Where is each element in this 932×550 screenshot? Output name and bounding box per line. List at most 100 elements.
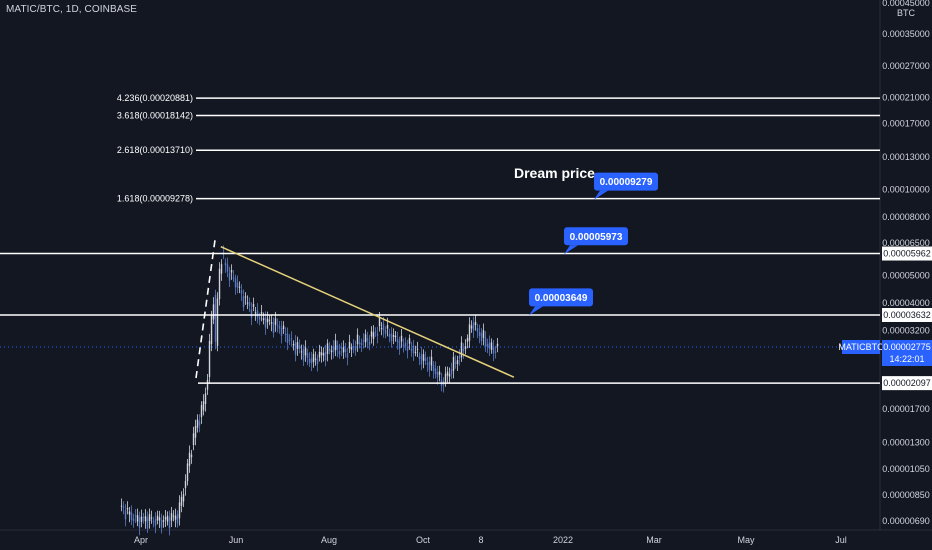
- candle: [304, 340, 307, 362]
- candle: [380, 322, 383, 336]
- candle-body: [486, 343, 489, 347]
- candle: [276, 318, 279, 333]
- candle: [422, 349, 425, 369]
- candle: [458, 349, 461, 366]
- candle-body: [252, 303, 255, 308]
- horizontal-levels[interactable]: 0.00005962 0.00003632 0.00002097: [0, 246, 932, 391]
- candle-body: [234, 278, 237, 288]
- candle-body: [276, 325, 279, 327]
- candle: [388, 328, 391, 343]
- candle-body: [402, 344, 405, 346]
- candle-body: [384, 330, 387, 334]
- candle-body: [466, 338, 469, 342]
- candle: [188, 445, 191, 473]
- price-tick-label: 0.00000850: [882, 490, 930, 500]
- candle-body: [162, 520, 165, 522]
- candle-body: [336, 345, 339, 350]
- candle: [412, 339, 415, 361]
- candle: [234, 274, 237, 295]
- candle-body: [348, 341, 351, 349]
- candle: [446, 366, 449, 383]
- candle-body: [142, 516, 145, 518]
- candle: [238, 281, 241, 294]
- symbol-header: MATIC/BTC, 1D, COINBASE: [6, 4, 138, 15]
- candle: [220, 259, 223, 281]
- candle: [278, 321, 281, 334]
- callout-pointer: [529, 306, 543, 316]
- candle: [194, 419, 197, 446]
- pump-dashed-line[interactable]: [195, 239, 216, 379]
- price-callout[interactable]: 0.00003649: [529, 288, 593, 316]
- candle: [314, 351, 317, 366]
- candle-body: [458, 355, 461, 359]
- candle-body: [218, 268, 221, 299]
- candle-body: [320, 352, 323, 356]
- trendline[interactable]: [220, 246, 515, 378]
- candle: [252, 297, 255, 312]
- candle-body: [214, 294, 217, 342]
- candle-body: [372, 332, 375, 339]
- candle: [206, 373, 209, 395]
- price-callout[interactable]: 0.00005973: [564, 227, 628, 255]
- candle: [140, 509, 143, 528]
- candle: [228, 266, 231, 288]
- candle-body: [232, 277, 235, 279]
- candle: [170, 506, 173, 527]
- candle: [434, 361, 437, 379]
- candle-body: [146, 517, 149, 529]
- fib-levels[interactable]: 4.236(0.00020881) 3.618(0.00018142) 2.618(…: [117, 93, 880, 204]
- candle: [230, 264, 233, 280]
- candle: [392, 328, 395, 345]
- time-tick-label: Aug: [321, 535, 337, 545]
- candle-body: [172, 515, 175, 517]
- price-axis[interactable]: 0.00045000 BTC 0.00035000 0.00027000 0.000…: [882, 0, 930, 526]
- candle-body: [474, 321, 477, 326]
- candle: [256, 303, 259, 324]
- candle: [322, 347, 325, 362]
- candle-body: [220, 264, 223, 274]
- candle: [300, 344, 303, 360]
- candle: [132, 513, 135, 528]
- candle: [260, 305, 263, 322]
- candle: [156, 510, 159, 525]
- price-callout[interactable]: 0.00009279: [594, 172, 658, 200]
- current-price-badge: [882, 340, 932, 366]
- price-tick-label: 0.00021000: [882, 92, 930, 102]
- candle-body: [456, 360, 459, 365]
- candle-body: [304, 347, 307, 356]
- candle: [210, 310, 213, 352]
- candle: [396, 331, 399, 350]
- candle-body: [148, 514, 151, 521]
- candle: [226, 257, 229, 278]
- candle: [166, 511, 169, 526]
- candle: [442, 377, 445, 393]
- candle-body: [308, 358, 311, 363]
- candle-body: [168, 517, 171, 529]
- candle: [224, 258, 227, 273]
- time-axis[interactable]: Apr Jun Aug Oct 8 2022 Mar May Jul: [134, 535, 847, 545]
- candle: [478, 324, 481, 344]
- candle: [208, 333, 211, 384]
- candle: [332, 340, 335, 359]
- level-price-tag-text: 0.00002097: [883, 378, 931, 388]
- candle: [348, 334, 351, 353]
- price-callouts[interactable]: 0.00009279 0.00005973 0.00003649: [529, 172, 658, 316]
- candle-body: [418, 356, 421, 359]
- candle-body: [198, 421, 201, 426]
- candle-body: [426, 363, 429, 365]
- candle: [462, 343, 465, 359]
- price-tick-label: 0.00005000: [882, 270, 930, 280]
- candle: [362, 333, 365, 349]
- candle-body: [240, 290, 243, 294]
- candle: [174, 508, 177, 528]
- level-price-tag-text: 0.00005962: [883, 249, 931, 259]
- candle-body: [286, 333, 289, 344]
- candle-body: [434, 368, 437, 374]
- candle: [364, 329, 367, 348]
- candle: [242, 289, 245, 312]
- candle-body: [192, 433, 195, 445]
- candle-body: [380, 327, 383, 329]
- candle: [180, 491, 183, 513]
- candle: [136, 508, 139, 527]
